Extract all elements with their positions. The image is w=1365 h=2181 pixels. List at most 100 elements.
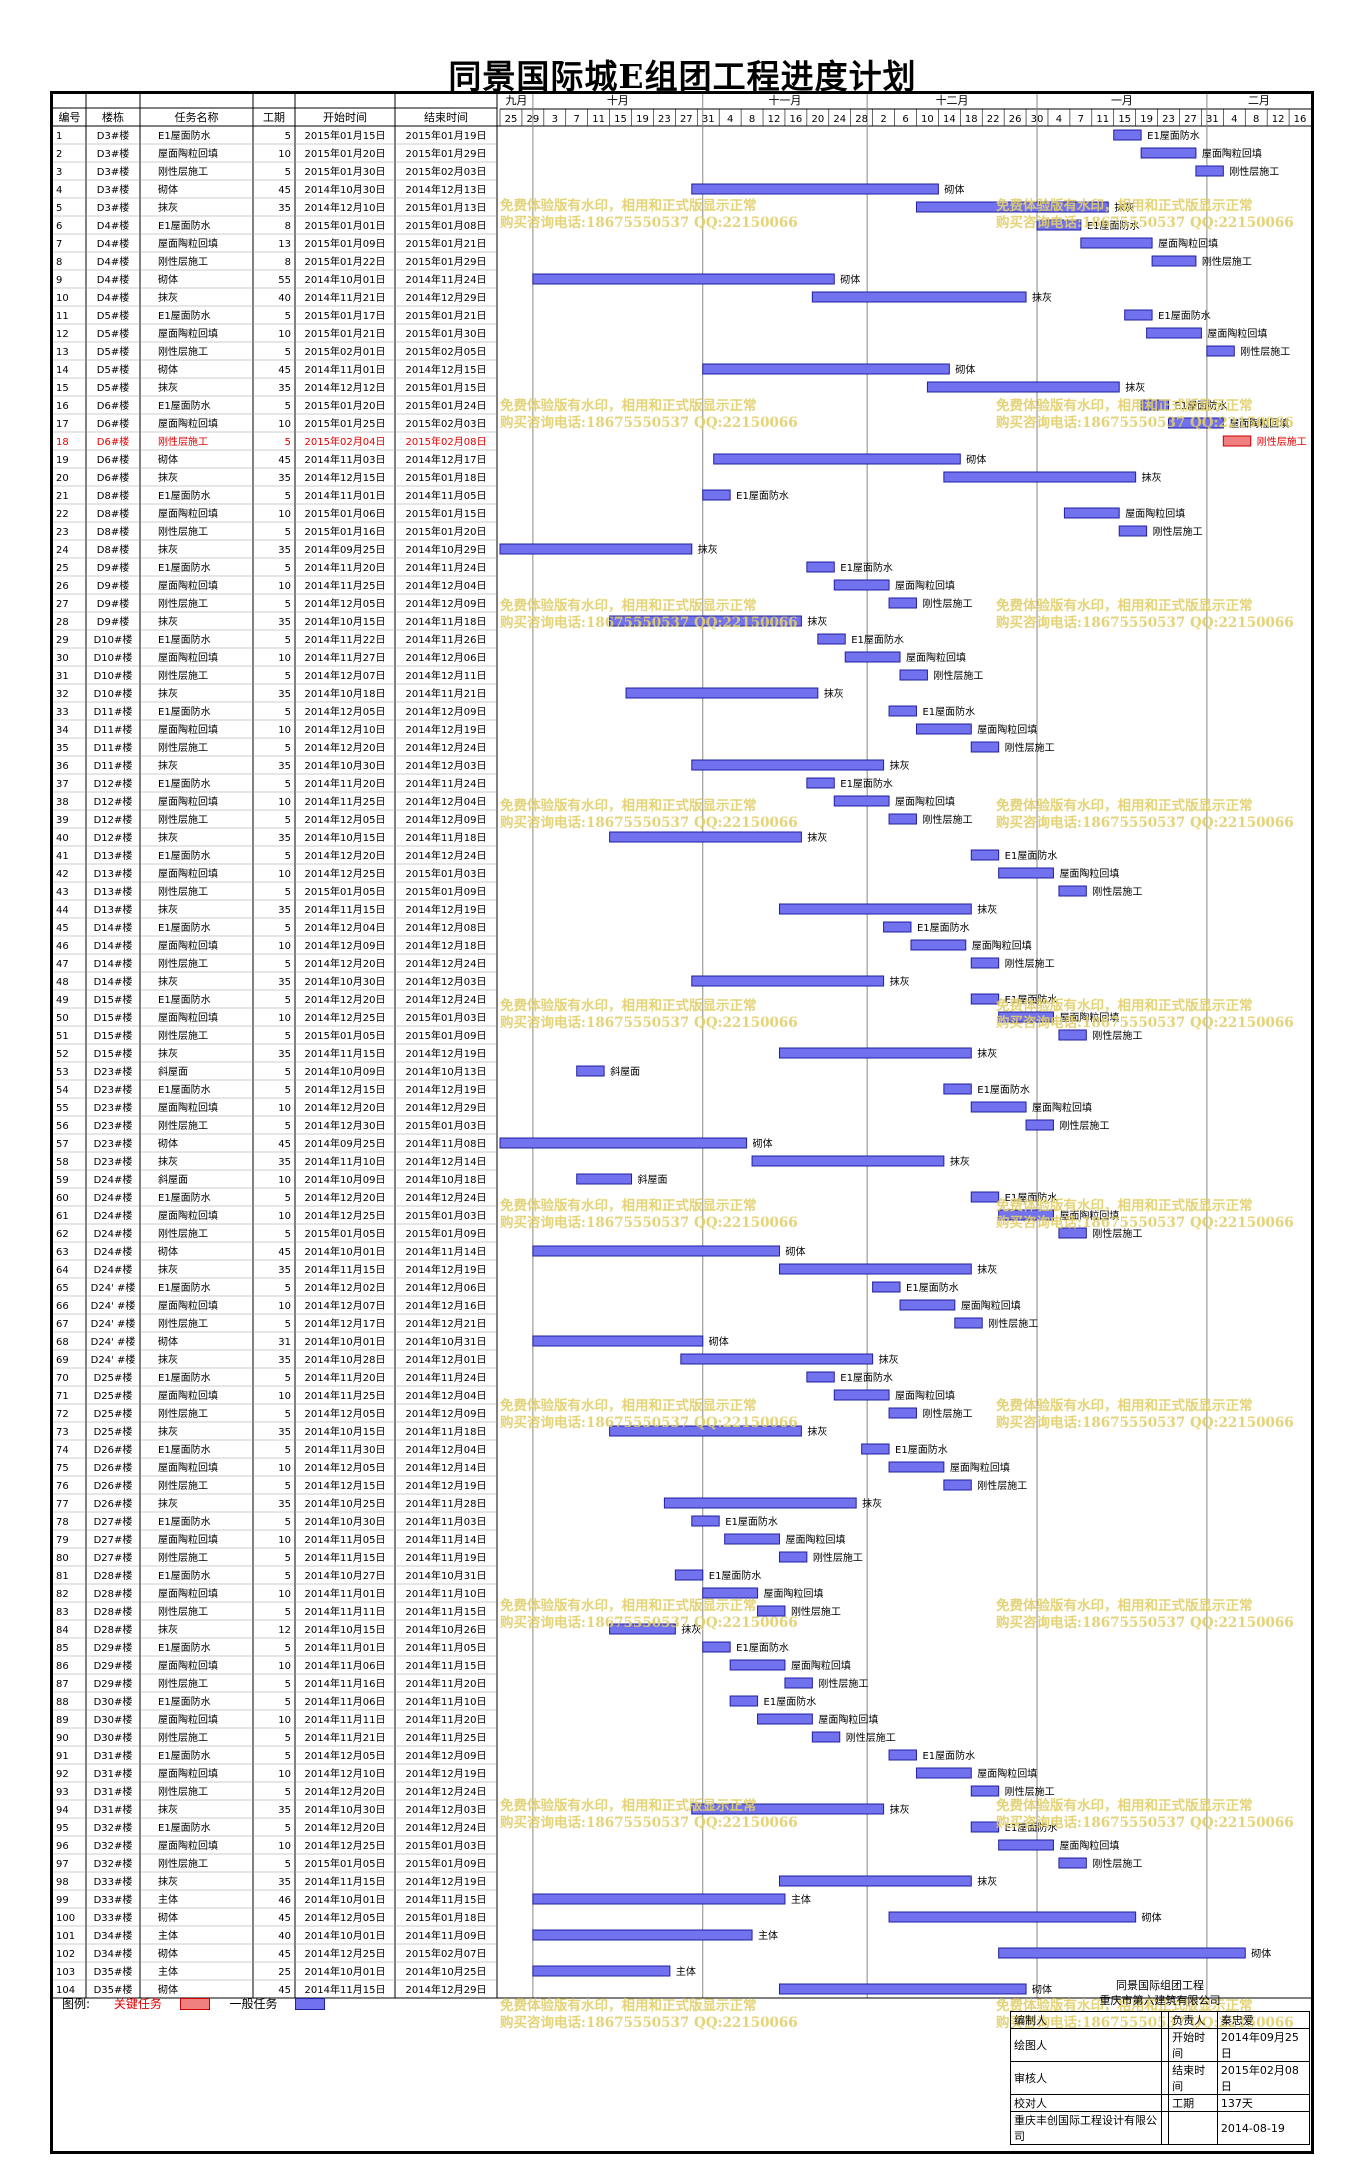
cell-duration: 45: [278, 1139, 291, 1150]
watermark-line-1: 免费体验版有水印，相用和正式版显示正常: [996, 398, 1253, 414]
watermark-text: 免费体验版有水印，相用和正式版显示正常 购买咨询电话:18675550537 QQ…: [996, 398, 1294, 432]
cell-end: 2015年01月08日: [406, 219, 487, 232]
cell-end: 2014年11月20日: [406, 1713, 487, 1726]
cell-task-name: 抹灰: [158, 831, 178, 844]
cell-duration: 5: [285, 1517, 291, 1528]
cell-end: 2014年10月29日: [406, 543, 487, 556]
gantt-bar-label: 刚性层施工: [1005, 1785, 1055, 1798]
cell-building: D12#楼: [94, 777, 133, 790]
cell-end: 2014年12月24日: [406, 993, 487, 1006]
cell-building: D33#楼: [94, 1911, 133, 1924]
cell-building: D9#楼: [97, 615, 129, 628]
gantt-bar-label: 刚性层施工: [818, 1677, 868, 1690]
cell-duration: 45: [278, 1913, 291, 1924]
timeline-day-label: 28: [855, 114, 868, 125]
cell-task-name: 砌体: [158, 1246, 178, 1258]
gantt-bar-label: 砌体: [944, 184, 964, 196]
cell-task-name: 屋面陶粒回填: [158, 579, 218, 592]
cell-start: 2015年02月01日: [305, 345, 386, 358]
cell-building: D25#楼: [94, 1371, 133, 1384]
cell-start: 2014年10月15日: [305, 615, 386, 628]
cell-building: D33#楼: [94, 1893, 133, 1906]
cell-task-name: E1屋面防水: [158, 1191, 211, 1204]
cell-task-name: 刚性层施工: [158, 1677, 208, 1690]
cell-building: D35#楼: [94, 1983, 133, 1996]
cell-start: 2014年12月05日: [305, 597, 386, 610]
cell-end: 2014年12月03日: [406, 759, 487, 772]
watermark-text: 免费体验版有水印，相用和正式版显示正常 购买咨询电话:18675550537 QQ…: [500, 598, 798, 632]
cell-start: 2014年10月25日: [305, 1497, 386, 1510]
gantt-bar-label: 抹灰: [977, 1875, 997, 1888]
cell-task-name: 抹灰: [158, 471, 178, 484]
gantt-bar: [915, 1767, 972, 1779]
watermark-line-1: 免费体验版有水印，相用和正式版显示正常: [500, 1798, 757, 1814]
watermark-line-1: 免费体验版有水印，相用和正式版显示正常: [996, 1798, 1253, 1814]
cell-start: 2015年01月15日: [305, 129, 386, 142]
cell-task-name: 刚性层施工: [158, 525, 208, 538]
cell-start: 2014年12月25日: [305, 1011, 386, 1024]
cell-index: 20: [56, 473, 69, 484]
timeline-month-label: 一月: [1111, 94, 1133, 107]
cell-duration: 35: [278, 1877, 291, 1888]
cell-end: 2015年02月03日: [406, 165, 487, 178]
gantt-bar: [943, 471, 1137, 483]
cell-end: 2014年12月24日: [406, 741, 487, 754]
timeline-day-label: 6: [902, 114, 908, 125]
timeline-day-label: 20: [811, 114, 824, 125]
cell-end: 2015年01月09日: [406, 1857, 487, 1870]
watermark-text: 免费体验版有水印，相用和正式版显示正常 购买咨询电话:18675550537 QQ…: [996, 798, 1294, 832]
cell-building: D6#楼: [97, 417, 129, 430]
gantt-bar-label: 砌体: [1251, 1948, 1271, 1960]
cell-index: 5: [56, 203, 62, 214]
cell-building: D26#楼: [94, 1461, 133, 1474]
timeline-day-label: 4: [1056, 114, 1062, 125]
cell-start: 2014年10月01日: [305, 1929, 386, 1942]
cell-end: 2015年01月09日: [406, 1029, 487, 1042]
cell-duration: 35: [278, 473, 291, 484]
cell-task-name: 刚性层施工: [158, 813, 208, 826]
timeline-day-label: 19: [1140, 114, 1153, 125]
cell-duration: 35: [278, 1499, 291, 1510]
cell-end: 2014年11月14日: [406, 1245, 487, 1258]
gantt-bar: [872, 1281, 901, 1293]
info-cell: 绘图人: [1009, 2028, 1163, 2062]
cell-start: 2014年12月20日: [305, 1191, 386, 1204]
cell-duration: 5: [285, 707, 291, 718]
cell-task-name: 屋面陶粒回填: [158, 1011, 218, 1024]
cell-end: 2014年11月18日: [406, 1425, 487, 1438]
info-table: 编制人 负责人 秦忠爱 绘图人 开始时间 2014年09月25日 审核人 结束时间 2015年0…: [1009, 2011, 1311, 2145]
gantt-bar: [1124, 309, 1153, 321]
cell-duration: 5: [285, 923, 291, 934]
gantt-bar-label: 抹灰: [977, 1047, 997, 1060]
cell-start: 2014年10月30日: [305, 975, 386, 988]
cell-start: 2014年11月11日: [305, 1713, 386, 1726]
cell-start: 2014年12月25日: [305, 1209, 386, 1222]
gantt-bar: [806, 777, 835, 789]
cell-building: D8#楼: [97, 543, 129, 556]
cell-task-name: E1屋面防水: [158, 489, 211, 502]
cell-building: D3#楼: [97, 183, 129, 196]
gantt-bar-label: 屋面陶粒回填: [1059, 1011, 1119, 1024]
cell-index: 61: [56, 1211, 69, 1222]
gantt-bar-label: 抹灰: [950, 1155, 970, 1168]
gantt-bar-label: 砌体: [785, 1246, 805, 1258]
gantt-bar-label: 抹灰: [824, 687, 844, 700]
cell-index: 99: [56, 1895, 69, 1906]
gantt-bar: [609, 1425, 802, 1437]
cell-building: D27#楼: [94, 1533, 133, 1546]
gantt-bar: [883, 921, 912, 933]
cell-building: D32#楼: [94, 1821, 133, 1834]
gantt-bar: [910, 939, 967, 951]
cell-duration: 10: [278, 1535, 291, 1546]
cell-end: 2014年12月14日: [406, 1155, 487, 1168]
gantt-bar-label: E1屋面防水: [917, 921, 970, 934]
cell-end: 2014年11月08日: [406, 1137, 487, 1150]
cell-task-name: 砌体: [158, 454, 178, 466]
timeline-day-label: 10: [921, 114, 934, 125]
cell-duration: 5: [285, 743, 291, 754]
watermark-line-2: 购买咨询电话:18675550537 QQ:22150066: [996, 415, 1294, 431]
cell-end: 2015年01月13日: [406, 201, 487, 214]
cell-duration: 5: [285, 131, 291, 142]
gantt-bar: [778, 1047, 972, 1059]
